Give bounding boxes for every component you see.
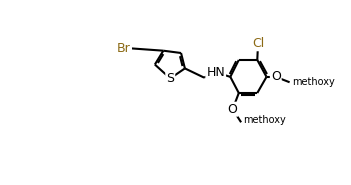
Text: S: S [166,72,174,85]
Text: HN: HN [206,66,225,79]
Text: O: O [271,70,281,83]
Text: Br: Br [117,42,131,55]
Text: methoxy: methoxy [292,77,335,87]
Text: methoxy: methoxy [243,115,286,125]
Text: Cl: Cl [252,37,264,50]
Text: O: O [228,103,238,116]
